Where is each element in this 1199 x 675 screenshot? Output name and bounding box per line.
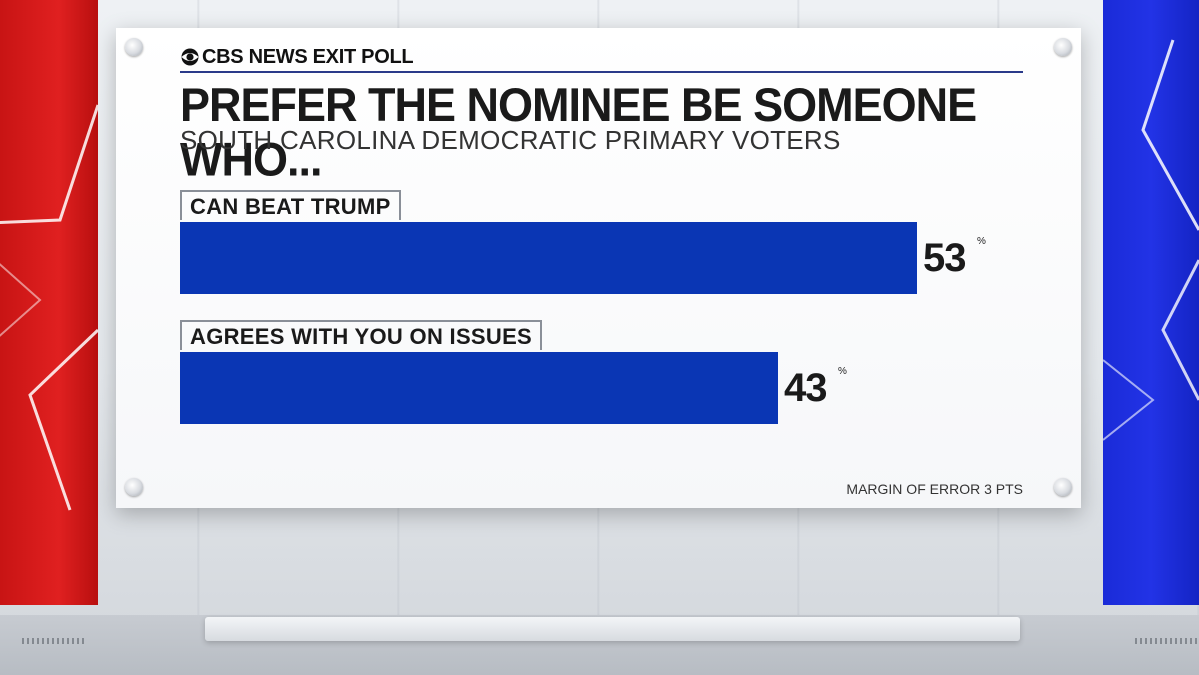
chart-title: PREFER THE NOMINEE BE SOMEONE WHO... xyxy=(180,78,977,187)
bar xyxy=(180,222,917,294)
red-star-panel xyxy=(0,0,98,605)
floor-grille-right xyxy=(1135,638,1199,644)
brand-label: CBS NEWS EXIT POLL xyxy=(202,45,414,68)
mounting-bolt-icon xyxy=(1054,478,1072,496)
percent-sign: % xyxy=(838,366,847,377)
category-label: CAN BEAT TRUMP xyxy=(180,190,401,220)
blue-star-panel xyxy=(1103,0,1199,605)
chart-subtitle: SOUTH CAROLINA DEMOCRATIC PRIMARY VOTERS xyxy=(180,125,841,155)
category-label: AGREES WITH YOU ON ISSUES xyxy=(180,320,543,350)
header-rule xyxy=(180,71,1023,73)
cbs-eye-icon xyxy=(181,48,199,66)
exit-poll-card: CBS NEWS EXIT POLL PREFER THE NOMINEE BE… xyxy=(116,28,1081,508)
floor-light-strip xyxy=(205,617,1020,641)
mounting-bolt-icon xyxy=(1054,38,1072,56)
bar-value-label: 53 xyxy=(923,236,966,280)
mounting-bolt-icon xyxy=(125,38,143,56)
mounting-bolt-icon xyxy=(125,478,143,496)
bar xyxy=(180,352,778,424)
star-outline-icon xyxy=(0,104,98,511)
floor-grille-left xyxy=(22,638,86,644)
brand-header: CBS NEWS EXIT POLL xyxy=(180,45,414,68)
percent-sign: % xyxy=(977,236,986,247)
bar-value-label: 43 xyxy=(784,366,827,410)
margin-of-error: MARGIN OF ERROR 3 PTS xyxy=(846,481,1023,497)
star-outline-icon xyxy=(1103,39,1199,441)
